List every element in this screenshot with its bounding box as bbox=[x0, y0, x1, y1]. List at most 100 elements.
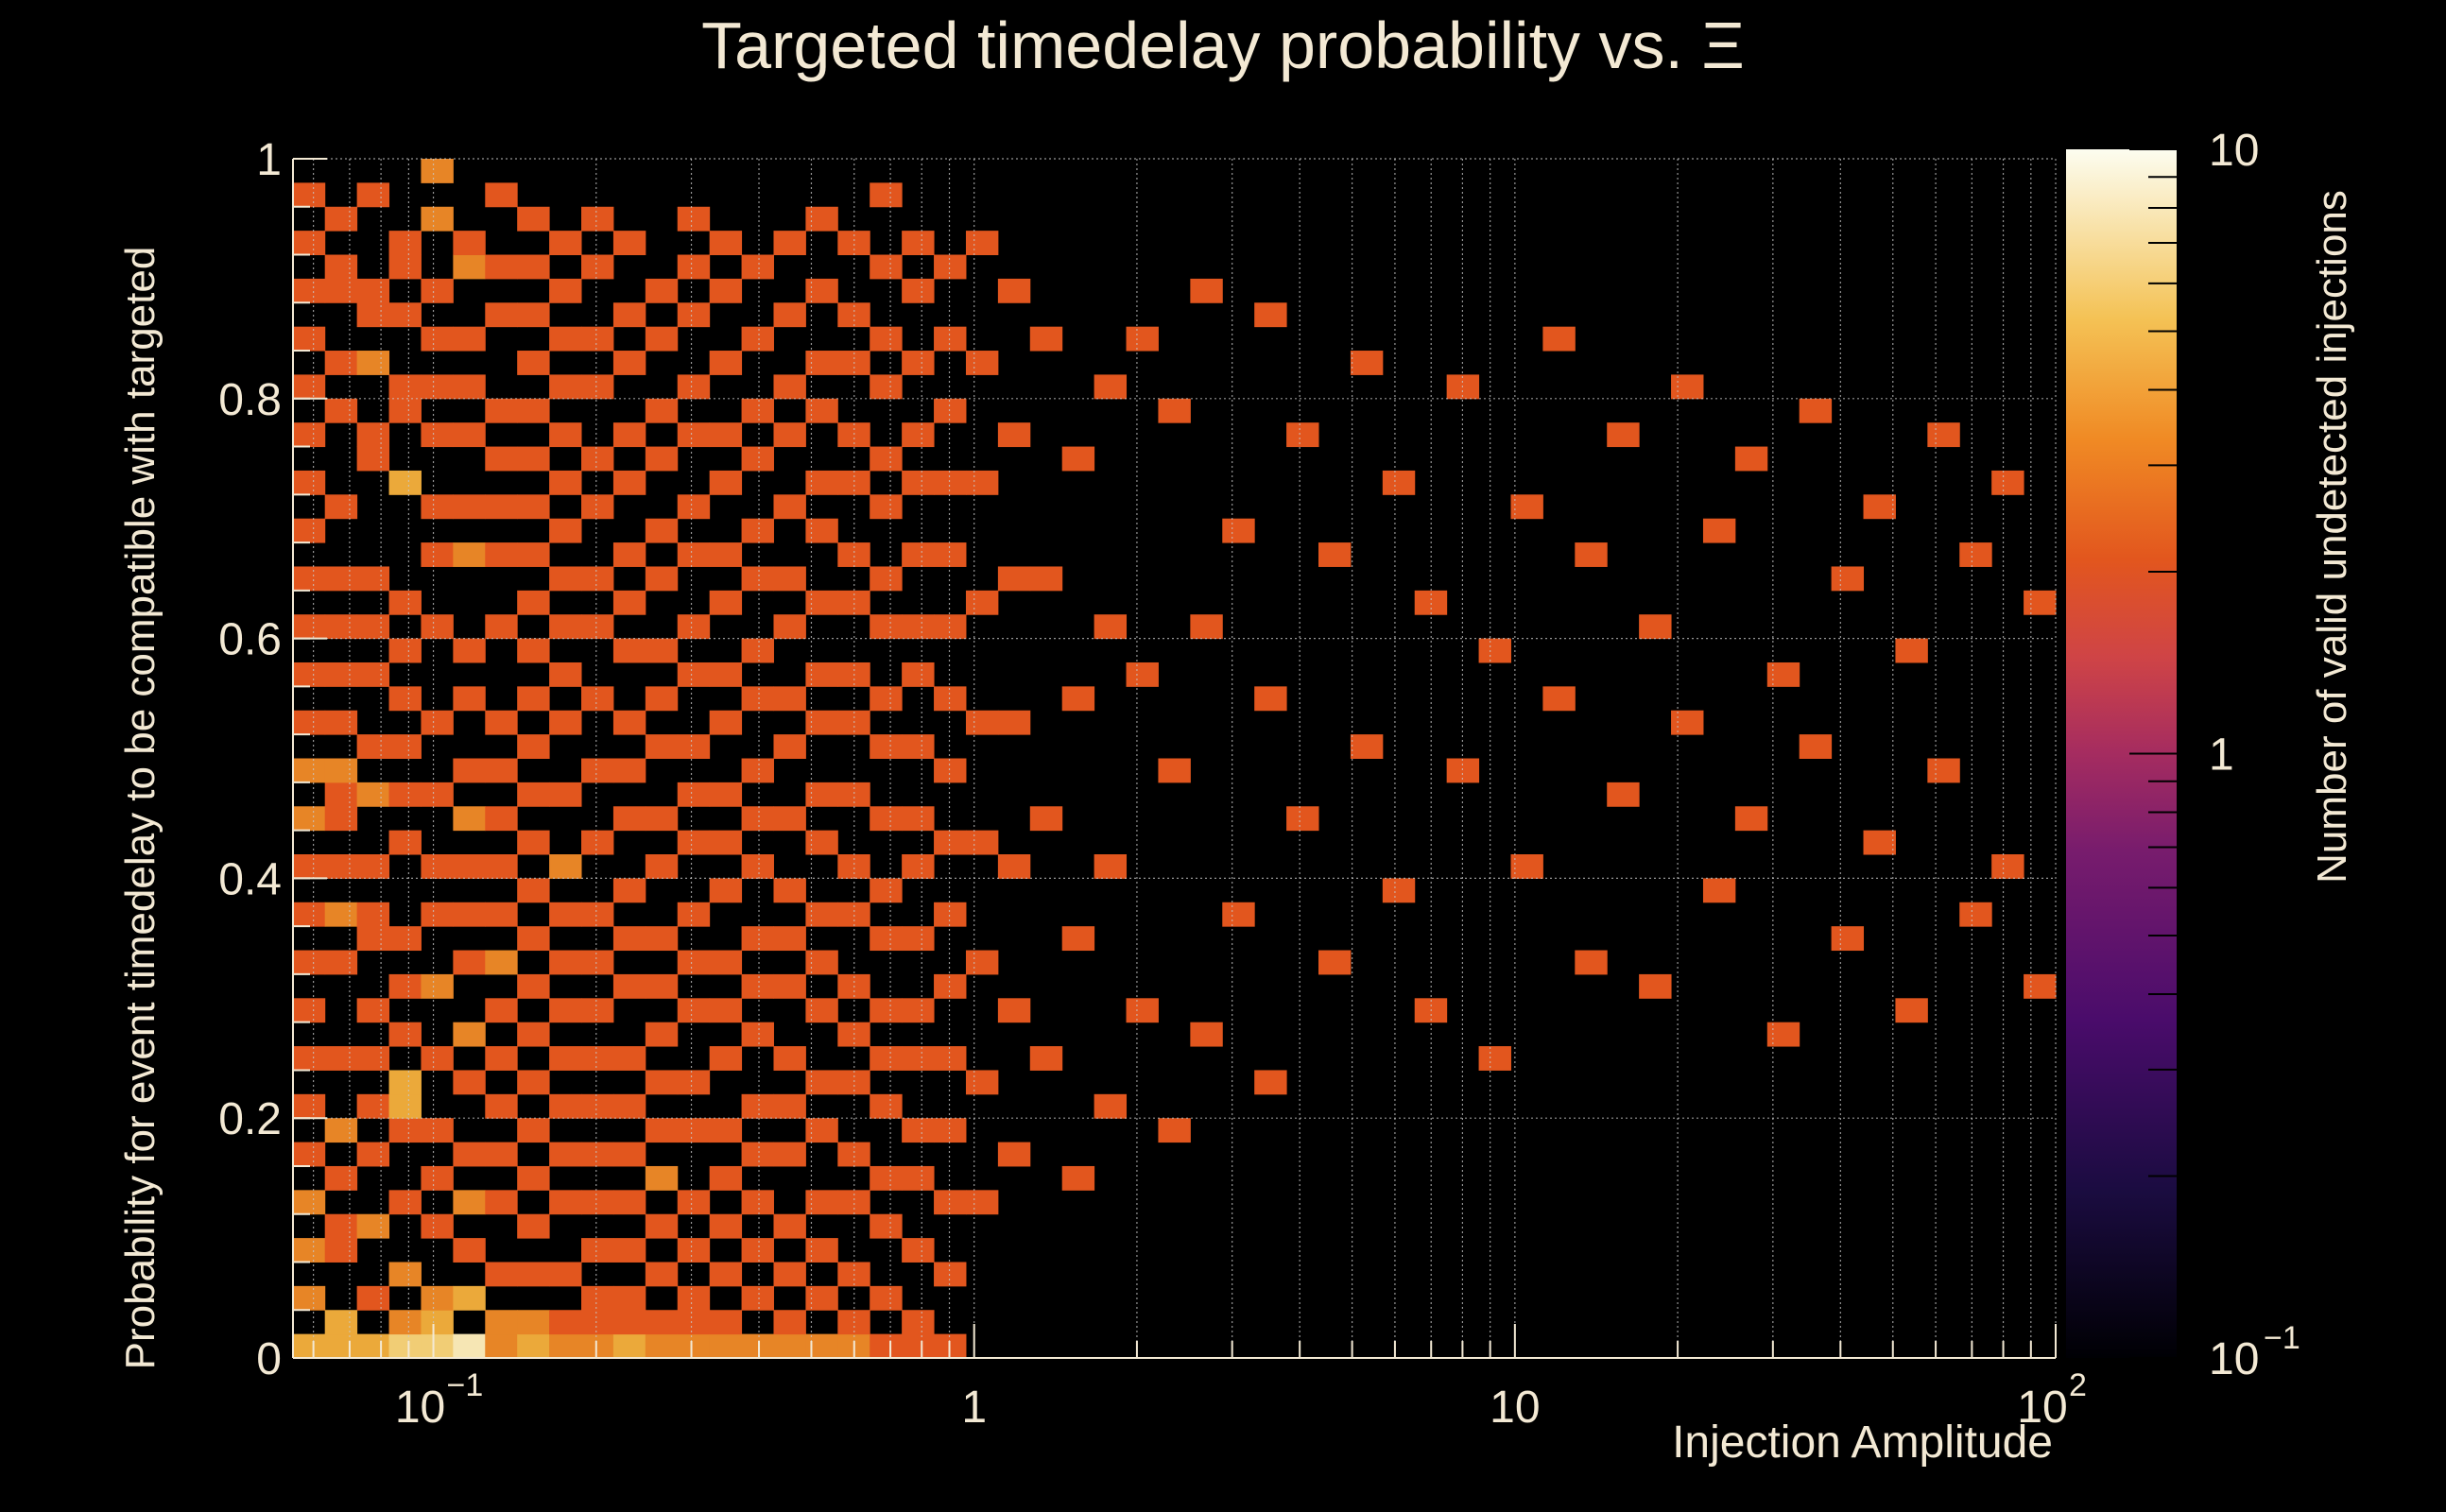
heatmap-cell bbox=[645, 1213, 679, 1239]
heatmap-cell bbox=[549, 374, 582, 400]
heatmap-cell bbox=[612, 1238, 646, 1263]
heatmap-cell bbox=[293, 614, 326, 640]
heatmap-cell bbox=[1286, 422, 1319, 448]
heatmap-cell bbox=[1639, 973, 1672, 999]
heatmap-cell bbox=[677, 902, 711, 927]
heatmap-cell bbox=[612, 710, 646, 735]
heatmap-cell bbox=[870, 254, 903, 280]
heatmap-cell bbox=[612, 758, 646, 783]
heatmap-cell bbox=[485, 302, 518, 328]
heatmap-cell bbox=[324, 782, 358, 807]
heatmap-cell bbox=[1702, 518, 1736, 543]
heatmap-cell bbox=[356, 1285, 390, 1311]
heatmap-cell bbox=[517, 1118, 550, 1143]
heatmap-cell bbox=[902, 854, 935, 879]
heatmap-cell bbox=[388, 1310, 422, 1335]
heatmap-cell bbox=[549, 231, 582, 256]
heatmap-cell bbox=[324, 1046, 358, 1071]
heatmap-cell bbox=[293, 806, 326, 832]
heatmap-cell bbox=[870, 1213, 903, 1239]
heatmap-cell bbox=[1959, 542, 1992, 567]
heatmap-cell bbox=[741, 758, 774, 783]
heatmap-cell bbox=[741, 806, 774, 832]
heatmap-cell bbox=[1286, 806, 1319, 832]
heatmap-cell bbox=[773, 566, 806, 592]
heatmap-cell bbox=[645, 278, 679, 303]
heatmap-cell bbox=[934, 1046, 967, 1071]
heatmap-cell bbox=[485, 182, 518, 208]
heatmap-cell bbox=[293, 566, 326, 592]
heatmap-cell bbox=[709, 590, 743, 615]
heatmap-cell bbox=[1094, 614, 1128, 640]
heatmap-cell bbox=[356, 278, 390, 303]
heatmap-cell bbox=[741, 686, 774, 712]
heatmap-cell bbox=[709, 351, 743, 375]
heatmap-cell bbox=[421, 614, 454, 640]
heatmap-cell bbox=[1029, 1046, 1063, 1071]
heatmap-cell bbox=[612, 926, 646, 952]
heatmap-cell bbox=[388, 590, 422, 615]
heatmap-cell bbox=[805, 590, 838, 615]
heatmap-cell bbox=[485, 1142, 518, 1167]
heatmap-cell bbox=[677, 950, 711, 975]
heatmap-cell bbox=[1671, 374, 1704, 400]
heatmap-cell bbox=[965, 710, 999, 735]
heatmap-cell bbox=[1061, 686, 1095, 712]
heatmap-cell bbox=[581, 206, 614, 232]
heatmap-cell bbox=[1126, 998, 1159, 1023]
heatmap-cell bbox=[773, 734, 806, 759]
heatmap-cell bbox=[549, 710, 582, 735]
heatmap-cell bbox=[1863, 494, 1896, 520]
heatmap-cell bbox=[453, 854, 486, 879]
heatmap-cell bbox=[293, 1238, 326, 1263]
x-tick-exponent: 2 bbox=[2069, 1367, 2087, 1403]
heatmap-cell bbox=[1029, 326, 1063, 352]
heatmap-cell bbox=[517, 206, 550, 232]
heatmap-cell bbox=[612, 638, 646, 663]
heatmap-cell bbox=[356, 182, 390, 208]
heatmap-cell bbox=[388, 398, 422, 423]
heatmap-cell bbox=[709, 830, 743, 855]
heatmap-cell bbox=[517, 878, 550, 903]
heatmap-cell bbox=[517, 1070, 550, 1095]
heatmap-cell bbox=[741, 446, 774, 472]
heatmap-cell bbox=[581, 326, 614, 352]
heatmap-cell bbox=[965, 1070, 999, 1095]
heatmap-cell bbox=[356, 422, 390, 448]
heatmap-cell bbox=[581, 374, 614, 400]
heatmap-cell bbox=[293, 1093, 326, 1119]
heatmap-cell bbox=[453, 902, 486, 927]
heatmap-cell bbox=[645, 734, 679, 759]
heatmap-cell bbox=[517, 830, 550, 855]
heatmap-cell bbox=[517, 926, 550, 952]
heatmap-cell bbox=[1190, 1022, 1223, 1047]
heatmap-cell bbox=[1061, 1165, 1095, 1191]
heatmap-cell bbox=[453, 254, 486, 280]
heatmap-cell bbox=[1991, 470, 2024, 495]
heatmap-cell bbox=[517, 1333, 550, 1359]
heatmap-cell bbox=[677, 998, 711, 1023]
heatmap-cell bbox=[324, 614, 358, 640]
heatmap-cell bbox=[324, 1118, 358, 1143]
heatmap-cell bbox=[453, 686, 486, 712]
heatmap-cell bbox=[1094, 1093, 1128, 1119]
heatmap-cell bbox=[1607, 422, 1640, 448]
heatmap-cell bbox=[741, 854, 774, 879]
heatmap-cell bbox=[324, 278, 358, 303]
y-tick-label: 1 bbox=[256, 135, 282, 185]
heatmap-cell bbox=[453, 422, 486, 448]
heatmap-cell bbox=[934, 614, 967, 640]
heatmap-cell bbox=[453, 374, 486, 400]
heatmap-cell bbox=[997, 854, 1031, 879]
heatmap-cell bbox=[1671, 710, 1704, 735]
heatmap-cell bbox=[773, 973, 806, 999]
heatmap-cell bbox=[549, 1093, 582, 1119]
heatmap-cell bbox=[1190, 614, 1223, 640]
chart-title: Targeted timedelay probability vs. Ξ bbox=[701, 9, 1745, 82]
heatmap-cell bbox=[2024, 590, 2057, 615]
heatmap-cell bbox=[581, 254, 614, 280]
heatmap-cell bbox=[1318, 950, 1352, 975]
heatmap-cell bbox=[677, 1285, 711, 1311]
heatmap-cell bbox=[293, 374, 326, 400]
heatmap-cell bbox=[677, 1070, 711, 1095]
